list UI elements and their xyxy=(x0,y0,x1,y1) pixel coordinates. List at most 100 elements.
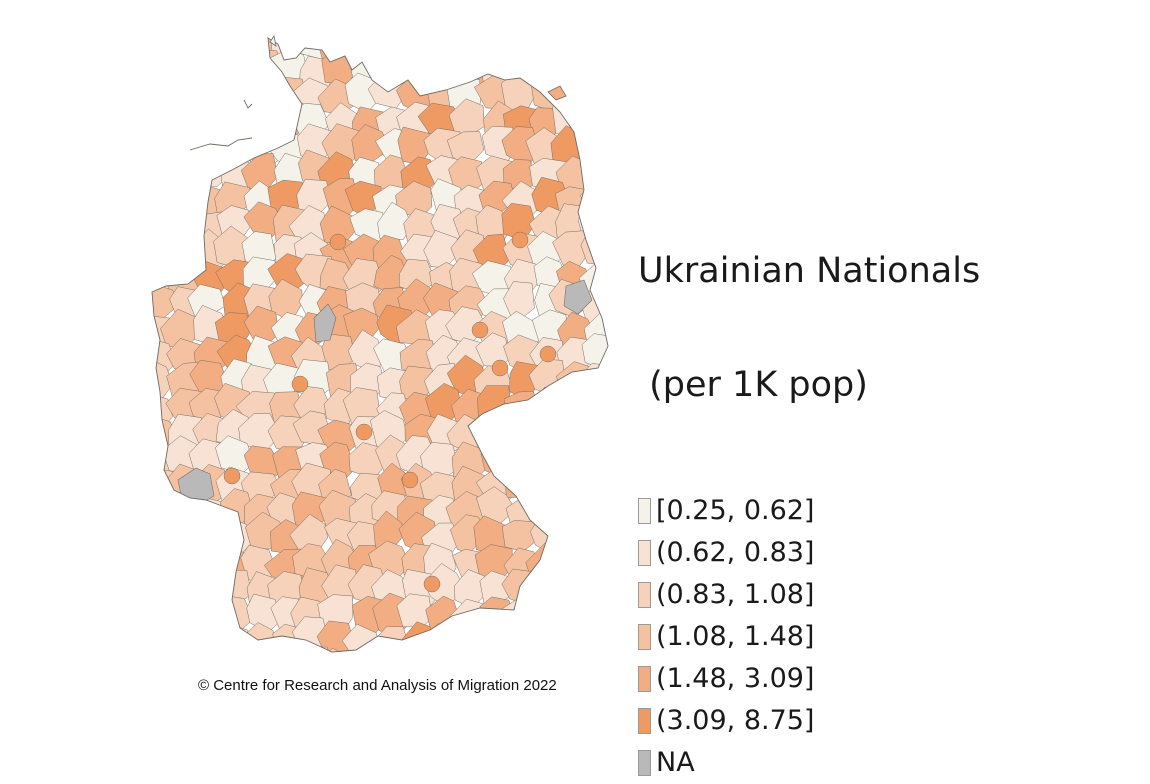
district-cell xyxy=(525,439,563,481)
district-cell xyxy=(166,204,206,244)
city-district xyxy=(329,233,347,251)
district-cell xyxy=(559,596,598,635)
legend-item: (0.83, 1.08] xyxy=(638,574,980,616)
district-cell xyxy=(579,409,608,447)
city-district xyxy=(355,423,373,441)
district-cell xyxy=(529,417,565,454)
legend-swatch xyxy=(638,498,651,524)
district-cell xyxy=(371,626,410,652)
legend-item: (3.09, 8.75] xyxy=(638,700,980,742)
legend-swatch xyxy=(638,624,651,650)
legend-swatch xyxy=(638,666,651,692)
district-cell xyxy=(377,201,413,240)
district-cell xyxy=(152,78,179,117)
district-cell xyxy=(559,628,594,652)
district-cell xyxy=(152,128,177,166)
district-cell xyxy=(500,437,538,478)
district-cell xyxy=(152,38,172,66)
district-cell xyxy=(454,38,489,60)
district-cell xyxy=(161,232,200,273)
legend-item: NA xyxy=(638,742,980,784)
coastline-island xyxy=(547,85,567,101)
district-cell xyxy=(582,544,608,582)
district-cell xyxy=(166,102,204,136)
district-cell xyxy=(167,548,204,588)
district-cell xyxy=(246,77,285,119)
district-cell xyxy=(499,622,545,652)
district-cell xyxy=(152,99,176,138)
district-cell xyxy=(187,122,229,163)
legend-swatch xyxy=(638,708,651,734)
district-cell xyxy=(152,183,180,219)
district-cell xyxy=(152,468,175,504)
district-cell xyxy=(240,48,281,86)
district-cell xyxy=(553,488,588,526)
district-cell xyxy=(479,596,515,635)
legend-swatch xyxy=(638,750,651,776)
city-district xyxy=(539,345,557,363)
district-cell xyxy=(574,522,608,558)
map-legend: Ukrainian Nationals (per 1K pop) [0.25, … xyxy=(638,176,980,784)
district-cell xyxy=(555,644,593,652)
district-cell xyxy=(583,385,608,422)
legend-label: (1.48, 3.09] xyxy=(656,663,815,694)
district-cell xyxy=(166,622,203,652)
district-cell xyxy=(152,519,181,561)
district-cell xyxy=(532,464,566,508)
district-cell xyxy=(579,183,608,216)
district-cell xyxy=(163,38,207,67)
district-cell xyxy=(152,620,175,652)
legend-title-line-2: (per 1K pop) xyxy=(638,365,868,405)
district-cell xyxy=(532,51,570,87)
district-cell xyxy=(167,47,206,84)
district-cell xyxy=(317,38,358,64)
district-cell xyxy=(551,465,590,504)
district-cell xyxy=(604,460,608,503)
legend-label: (1.08, 1.48] xyxy=(656,621,815,652)
district-cell xyxy=(501,568,543,606)
district-cell xyxy=(586,75,608,114)
district-cell xyxy=(472,622,516,652)
district-cell xyxy=(166,78,205,114)
district-cell xyxy=(191,38,226,59)
legend-title: Ukrainian Nationals (per 1K pop) xyxy=(638,176,980,480)
district-cell xyxy=(186,497,226,532)
coastline-island xyxy=(269,34,277,47)
district-cell xyxy=(530,386,568,425)
district-cell xyxy=(194,105,235,144)
district-cell xyxy=(152,589,171,626)
district-cell xyxy=(580,468,608,503)
city-district xyxy=(511,231,529,249)
district-cell xyxy=(500,74,536,112)
district-cell xyxy=(480,442,517,479)
district-cell xyxy=(606,99,608,137)
city-district xyxy=(491,359,509,377)
district-cell xyxy=(525,542,564,585)
district-cell xyxy=(168,595,206,632)
district-cell xyxy=(191,622,231,652)
district-cell xyxy=(246,100,285,136)
district-cell xyxy=(554,442,587,478)
legend-label: (0.83, 1.08] xyxy=(656,579,815,610)
city-district xyxy=(471,321,489,339)
district-cell xyxy=(580,231,608,266)
district-cell xyxy=(166,174,208,217)
district-cell xyxy=(217,48,255,90)
district-cell xyxy=(152,203,174,239)
district-cell xyxy=(498,416,540,453)
district-cell xyxy=(371,38,412,61)
district-cell xyxy=(422,38,461,70)
district-cell xyxy=(556,568,594,605)
district-cell xyxy=(605,51,608,92)
district-cell xyxy=(582,99,608,135)
legend-item: (1.08, 1.48] xyxy=(638,616,980,658)
district-cell xyxy=(349,38,390,68)
district-cell xyxy=(152,231,182,268)
district-cell xyxy=(611,132,648,164)
coastline-island xyxy=(243,99,253,109)
legend-swatch xyxy=(638,540,651,566)
district-cell xyxy=(163,154,203,196)
district-cell xyxy=(159,651,199,652)
district-cell xyxy=(454,626,490,652)
district-cell xyxy=(582,620,608,652)
